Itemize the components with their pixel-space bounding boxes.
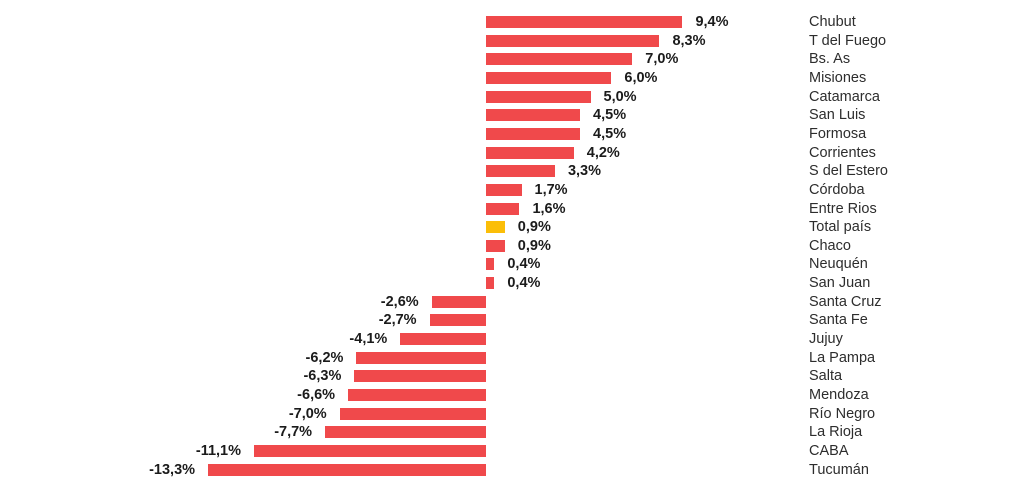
bar-caba: [254, 444, 486, 457]
category-label-total-pais: Total país: [809, 219, 872, 236]
category-label-cordoba: Córdoba: [809, 181, 865, 198]
value-label-la-pampa: -6,2%: [305, 349, 344, 366]
category-label-la-pampa: La Pampa: [809, 349, 876, 366]
category-label-misiones: Misiones: [809, 69, 867, 86]
bar-tucuman: [208, 463, 486, 476]
category-label-rio-negro: Río Negro: [809, 405, 876, 422]
bar-san-luis: [486, 109, 581, 122]
category-label-la-rioja: La Rioja: [809, 424, 863, 441]
value-label-cordoba: 1,7%: [534, 181, 568, 198]
bar-chaco: [486, 239, 505, 252]
bar-formosa: [486, 127, 581, 140]
category-label-santa-fe: Santa Fe: [809, 312, 868, 329]
value-label-santa-fe: -2,7%: [378, 312, 417, 329]
bar-santa-cruz: [431, 295, 486, 308]
bar-chubut: [486, 16, 683, 28]
bar-salta: [354, 370, 486, 383]
value-label-caba: -11,1%: [195, 442, 242, 459]
category-label-neuquen: Neuquén: [809, 256, 868, 273]
category-label-chubut: Chubut: [809, 14, 856, 30]
value-label-san-juan: 0,4%: [507, 275, 541, 292]
bar-la-pampa: [356, 351, 486, 364]
bar-rio-negro: [339, 407, 486, 420]
bar-santa-fe: [429, 314, 486, 327]
bar-total-pais: [486, 221, 505, 234]
value-label-jujuy: -4,1%: [349, 331, 388, 348]
value-label-entre-rios: 1,6%: [532, 200, 566, 217]
value-label-catamarca: 5,0%: [603, 88, 637, 105]
value-label-san-luis: 4,5%: [593, 107, 627, 124]
category-label-t-del-fuego: T del Fuego: [809, 32, 887, 49]
value-label-santa-cruz: -2,6%: [380, 293, 419, 310]
value-label-chubut: 9,4%: [695, 14, 729, 30]
bar-bs-as: [486, 53, 633, 66]
value-label-rio-negro: -7,0%: [288, 405, 327, 422]
category-label-salta: Salta: [809, 368, 843, 385]
value-label-tucuman: -13,3%: [149, 461, 196, 478]
value-label-mendoza: -6,6%: [297, 387, 336, 403]
bar-la-rioja: [325, 426, 486, 439]
value-label-s-del-estero: 3,3%: [567, 163, 602, 180]
value-label-corrientes: 4,2%: [586, 144, 620, 161]
category-label-jujuy: Jujuy: [809, 331, 843, 348]
value-label-total-pais: 0,9%: [517, 219, 551, 236]
value-label-t-del-fuego: 8,3%: [672, 32, 706, 49]
bar-cordoba: [486, 183, 522, 196]
category-label-catamarca: Catamarca: [809, 88, 880, 105]
value-label-neuquen: 0,4%: [507, 256, 541, 273]
bar-catamarca: [486, 90, 591, 103]
category-label-s-del-estero: S del Estero: [809, 163, 888, 180]
bar-neuquen: [486, 258, 495, 271]
bar-corrientes: [486, 146, 574, 159]
bar-mendoza: [348, 389, 486, 401]
value-label-salta: -6,3%: [303, 368, 342, 385]
value-label-bs-as: 7,0%: [645, 51, 679, 68]
value-label-la-rioja: -7,7%: [274, 424, 313, 441]
bar-misiones: [486, 71, 612, 84]
category-label-san-luis: San Luis: [809, 107, 866, 124]
category-label-corrientes: Corrientes: [809, 144, 876, 161]
category-label-bs-as: Bs. As: [809, 51, 851, 68]
value-label-misiones: 6,0%: [624, 69, 658, 86]
bar-jujuy: [400, 333, 486, 346]
category-label-santa-cruz: Santa Cruz: [809, 293, 882, 310]
value-label-formosa: 4,5%: [593, 125, 627, 142]
category-label-san-juan: San Juan: [809, 275, 871, 292]
bar-s-del-estero: [486, 165, 555, 178]
category-label-formosa: Formosa: [809, 125, 867, 142]
category-label-mendoza: Mendoza: [809, 387, 869, 403]
category-label-chaco: Chaco: [809, 237, 851, 254]
bar-entre-rios: [486, 202, 520, 215]
bar-san-juan: [486, 277, 495, 290]
category-label-caba: CABA: [809, 442, 849, 459]
value-label-chaco: 0,9%: [517, 237, 551, 254]
category-label-tucuman: Tucumán: [809, 461, 869, 478]
category-label-entre-rios: Entre Rios: [809, 200, 877, 217]
bar-t-del-fuego: [486, 34, 660, 47]
